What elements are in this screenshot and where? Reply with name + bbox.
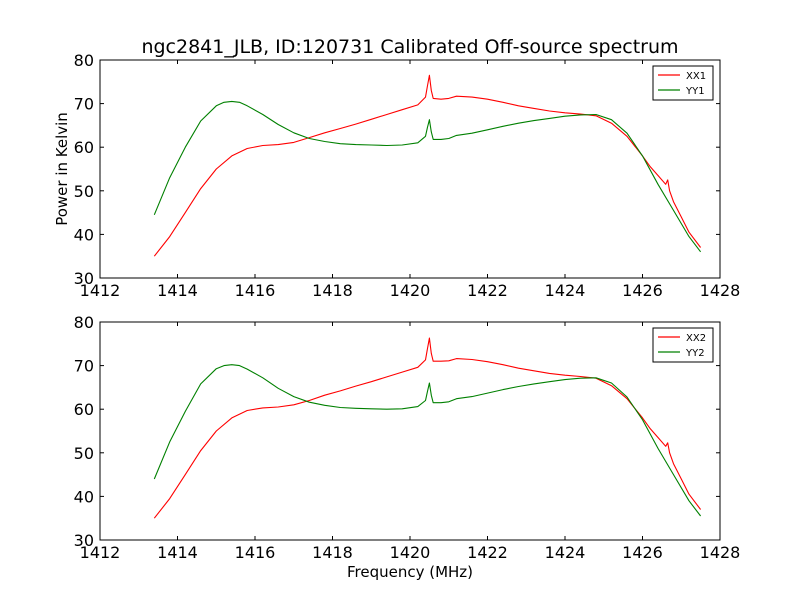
- x-tick-label: 1416: [235, 281, 276, 300]
- x-tick-label: 1424: [545, 543, 586, 562]
- x-tick-label: 1424: [545, 281, 586, 300]
- x-tick-label: 1422: [467, 543, 508, 562]
- series-line-yy2: [153, 364, 702, 517]
- y-tick-label: 60: [74, 400, 94, 419]
- legend-label: YY2: [685, 348, 705, 359]
- y-tick-label: 80: [74, 313, 94, 332]
- legend-label: XX1: [686, 71, 706, 82]
- y-axis-label: Power in Kelvin: [53, 112, 71, 226]
- x-tick-label: 1418: [312, 543, 353, 562]
- series-line-xx1: [153, 74, 702, 257]
- y-tick-label: 40: [74, 225, 94, 244]
- x-tick-label: 1418: [312, 281, 353, 300]
- y-tick-label: 50: [74, 182, 94, 201]
- series-line-yy1: [153, 100, 702, 253]
- chart-title: ngc2841_JLB, ID:120731 Calibrated Off-so…: [141, 36, 678, 58]
- y-tick-label: 70: [74, 95, 94, 114]
- x-tick-label: 1420: [390, 281, 431, 300]
- legend-box: [652, 65, 714, 101]
- legend-label: XX2: [686, 333, 706, 344]
- panels-group: 1412 1414 1416 1418 1420 1422 1424 1426 1428 30 40…: [74, 51, 741, 562]
- x-tick-label: 1426: [622, 543, 663, 562]
- legend-label: YY1: [685, 86, 705, 97]
- y-tick-label: 80: [74, 51, 94, 70]
- y-tick-label: 50: [74, 444, 94, 463]
- x-tick-label: 1412: [80, 281, 121, 300]
- y-tick-label: 30: [74, 531, 94, 550]
- series-line-xx2: [153, 337, 702, 519]
- x-tick-label: 1414: [157, 543, 198, 562]
- legend-box: [652, 327, 714, 363]
- x-tick-label: 1428: [700, 543, 741, 562]
- x-tick-label: 1420: [390, 543, 431, 562]
- y-tick-label: 70: [74, 357, 94, 376]
- panel-2: 1412 1414 1416 1418 1420 1422 1424 1426 1428 30 40…: [74, 313, 741, 562]
- y-tick-label: 30: [74, 269, 94, 288]
- panel-1: 1412 1414 1416 1418 1420 1422 1424 1426 1428 30 40…: [74, 51, 741, 300]
- x-tick-label: 1422: [467, 281, 508, 300]
- y-tick-label: 60: [74, 138, 94, 157]
- x-tick-label: 1412: [80, 543, 121, 562]
- x-tick-label: 1428: [700, 281, 741, 300]
- x-tick-label: 1426: [622, 281, 663, 300]
- x-tick-label: 1416: [235, 543, 276, 562]
- y-tick-label: 40: [74, 487, 94, 506]
- x-axis-label: Frequency (MHz): [347, 563, 473, 581]
- x-tick-label: 1414: [157, 281, 198, 300]
